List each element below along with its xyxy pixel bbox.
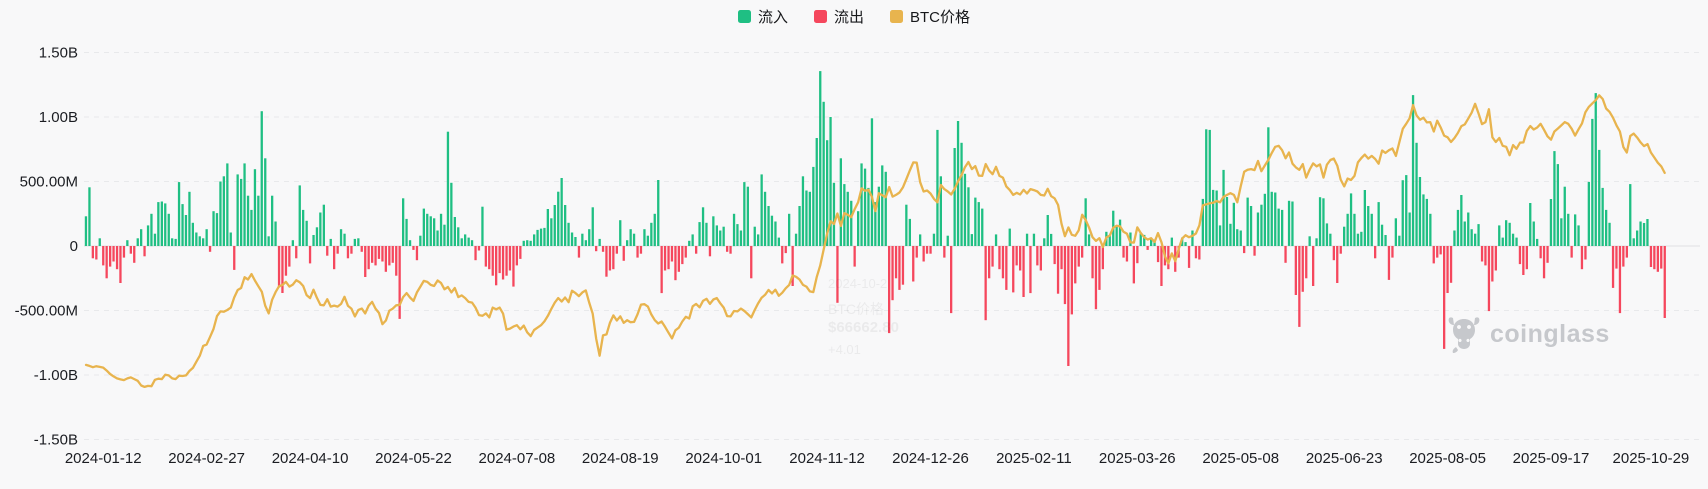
chart-legend: 流入 流出 BTC价格 bbox=[0, 6, 1708, 27]
svg-text:-500.00M: -500.00M bbox=[15, 303, 78, 320]
legend-label-btc-price: BTC价格 bbox=[910, 9, 971, 26]
svg-text:2025-06-23: 2025-06-23 bbox=[1306, 450, 1383, 467]
svg-text:2024-10-01: 2024-10-01 bbox=[685, 450, 762, 467]
outflow-swatch-icon bbox=[813, 10, 827, 23]
legend-label-outflow: 流出 bbox=[833, 9, 864, 26]
svg-text:2024-02-27: 2024-02-27 bbox=[168, 450, 245, 467]
svg-text:-1.00B: -1.00B bbox=[34, 367, 78, 384]
svg-text:2024-04-10: 2024-04-10 bbox=[272, 450, 349, 467]
svg-text:2024-08-19: 2024-08-19 bbox=[582, 450, 659, 467]
svg-text:2025-05-08: 2025-05-08 bbox=[1202, 450, 1279, 467]
svg-text:-1.50B: -1.50B bbox=[34, 432, 78, 449]
legend-item-outflow[interactable]: 流出 bbox=[813, 6, 864, 27]
svg-text:2025-08-05: 2025-08-05 bbox=[1409, 450, 1486, 467]
legend-label-inflow: 流入 bbox=[757, 9, 788, 26]
inflow-swatch-icon bbox=[737, 10, 751, 23]
svg-text:2025-03-26: 2025-03-26 bbox=[1099, 450, 1176, 467]
svg-text:500.00M: 500.00M bbox=[20, 174, 78, 191]
svg-text:2024-12-26: 2024-12-26 bbox=[892, 450, 969, 467]
flow-bars-layer[interactable] bbox=[84, 71, 1666, 366]
svg-text:2025-02-11: 2025-02-11 bbox=[996, 450, 1072, 467]
btc-price-line bbox=[84, 94, 1666, 389]
svg-text:2025-09-17: 2025-09-17 bbox=[1513, 450, 1590, 467]
svg-text:2024-07-08: 2024-07-08 bbox=[479, 450, 556, 467]
btc-price-swatch-icon bbox=[890, 10, 903, 23]
legend-item-inflow[interactable]: 流入 bbox=[737, 6, 788, 27]
x-axis-labels: 2024-01-12 2024-02-27 2024-04-10 2024-05-22… bbox=[65, 450, 1689, 467]
svg-text:1.00B: 1.00B bbox=[39, 109, 78, 126]
svg-text:2025-10-29: 2025-10-29 bbox=[1613, 450, 1690, 467]
svg-text:2024-11-12: 2024-11-12 bbox=[789, 450, 865, 467]
svg-text:0: 0 bbox=[70, 238, 78, 255]
legend-item-btc-price[interactable]: BTC价格 bbox=[890, 6, 970, 27]
y-axis-labels: 1.50B 1.00B 500.00M 0 -500.00M -1.00B -1.50B bbox=[15, 45, 78, 449]
svg-text:2024-05-22: 2024-05-22 bbox=[375, 450, 452, 467]
svg-text:2024-01-12: 2024-01-12 bbox=[65, 450, 142, 467]
svg-text:1.50B: 1.50B bbox=[39, 45, 78, 62]
